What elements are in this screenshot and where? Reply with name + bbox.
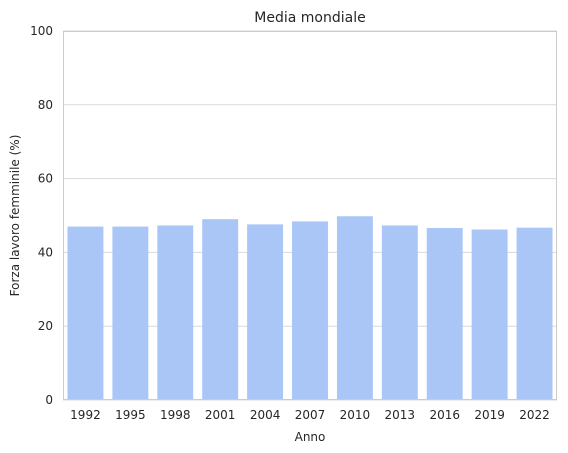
bar-2004 — [247, 224, 284, 400]
y-tick-label: 80 — [38, 98, 53, 112]
x-tick-label: 2007 — [295, 408, 326, 422]
y-tick-label: 20 — [38, 319, 53, 333]
bar-2022 — [516, 227, 553, 400]
bar-2010 — [336, 216, 373, 400]
bar-1995 — [112, 226, 149, 400]
x-tick-label: 2016 — [429, 408, 460, 422]
bar-2001 — [202, 219, 239, 400]
x-tick-label: 2022 — [519, 408, 550, 422]
y-tick-label: 0 — [45, 393, 53, 407]
x-tick-label: 1992 — [70, 408, 101, 422]
y-tick-label: 40 — [38, 245, 53, 259]
bar-1998 — [157, 225, 194, 400]
x-tick-label: 2004 — [250, 408, 281, 422]
bar-2007 — [292, 221, 328, 400]
plot-frame — [63, 31, 557, 400]
bar-2016 — [426, 228, 463, 400]
y-tick-label: 100 — [30, 24, 53, 38]
x-tick-label: 2013 — [385, 408, 416, 422]
x-tick-label: 1995 — [115, 408, 146, 422]
y-tick-labels: 0 20 40 60 80 100 — [30, 24, 53, 407]
x-tick-label: 1998 — [160, 408, 191, 422]
bar-2013 — [381, 225, 418, 400]
x-tick-labels: 1992 1995 1998 2001 2004 2007 2010 2013 2016 2019… — [70, 408, 550, 422]
bar-2019 — [471, 229, 508, 400]
x-tick-label: 2001 — [205, 408, 236, 422]
x-tick-label: 2019 — [474, 408, 505, 422]
x-axis-label: Anno — [295, 430, 326, 444]
x-tick-label: 2010 — [340, 408, 371, 422]
y-axis-label: Forza lavoro femminile (%) — [8, 135, 22, 297]
bar-1992 — [67, 226, 104, 400]
bars — [67, 216, 553, 400]
chart-title: Media mondiale — [254, 10, 365, 26]
y-tick-label: 60 — [38, 172, 53, 186]
